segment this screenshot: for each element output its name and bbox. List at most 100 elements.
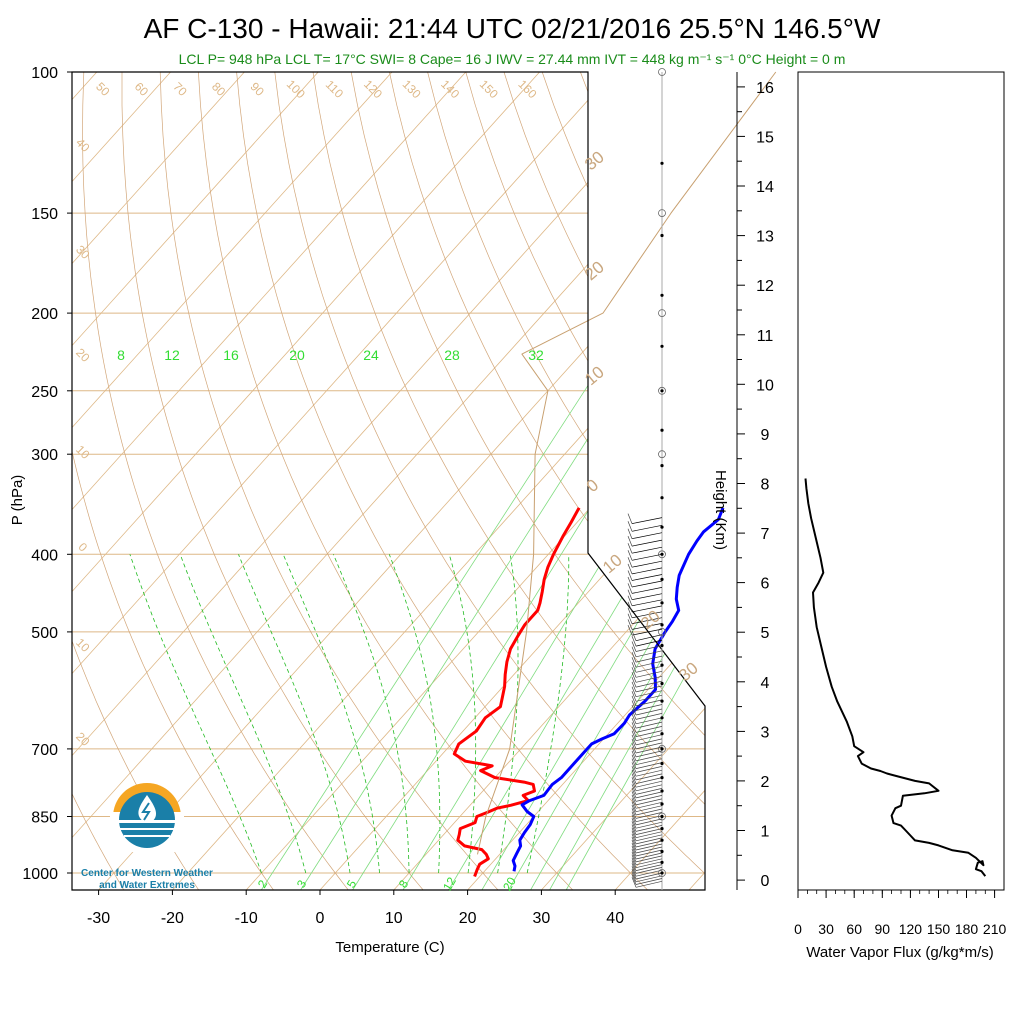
wind-barb-icon <box>631 839 637 851</box>
wind-barb-icon <box>631 798 637 809</box>
water-vapor-flux-plot: 0 30 60 90 120 150 180 210 Water Vapor Flux (g/k… <box>794 71 1007 961</box>
isotherm-line <box>688 72 705 890</box>
isotherm-label: 150 <box>477 77 501 101</box>
logo-text-line1: Center for Western Weather <box>81 868 213 879</box>
wind-barb-icon <box>627 619 633 630</box>
dry-adiabat-line <box>72 72 274 890</box>
wind-obs-dot <box>660 838 664 842</box>
wind-barb-icon <box>635 650 663 658</box>
wind-barb-icon <box>635 869 663 877</box>
wind-barb-icon <box>631 611 663 619</box>
wind-barb-icon <box>635 699 663 707</box>
wind-barb-icon <box>635 867 663 874</box>
height-tick-label: 9 <box>761 427 770 444</box>
wind-barb-icon <box>627 550 633 561</box>
isotherm-line <box>72 72 393 890</box>
mixing-ratio-line <box>565 361 705 890</box>
temperature-tick-label: -10 <box>235 910 258 927</box>
wind-barb-icon <box>631 848 637 860</box>
logo-text-line2: and Water Extremes <box>99 880 195 891</box>
right-edge-label: 0 <box>583 475 602 496</box>
wind-barb-icon <box>631 871 637 882</box>
wind-barb-icon <box>635 831 663 839</box>
wind-obs-dot <box>660 681 664 686</box>
dry-adiabat-line <box>580 72 705 890</box>
wind-obs-dot <box>660 732 664 736</box>
wind-barb-icon <box>631 681 637 693</box>
wind-barb-icon <box>631 814 637 826</box>
dry-adiabat-line <box>389 72 705 890</box>
isotherm-line <box>393 72 705 890</box>
wind-barb-icon <box>635 660 663 668</box>
wind-obs-dot <box>660 776 664 780</box>
wind-obs-dot <box>660 344 664 348</box>
skew-t-frame <box>71 71 706 891</box>
isotherm-line <box>72 72 319 890</box>
wind-barb-icon <box>631 827 637 838</box>
flux-tick-label: 210 <box>983 921 1007 937</box>
dry-adiabat-line <box>541 72 705 890</box>
dry-adiabat-line <box>694 72 705 890</box>
wind-barb-icon <box>631 754 637 765</box>
wind-barb-icon <box>627 607 633 618</box>
wind-obs-dot <box>660 827 664 831</box>
wind-barb-icon <box>635 855 663 863</box>
wind-barb-icon <box>635 878 663 885</box>
height-tick-label: 15 <box>756 129 774 146</box>
wind-barb-icon <box>631 657 637 668</box>
dry-adiabat-line <box>198 72 574 890</box>
mixing-ratio-label: 8 <box>117 347 125 363</box>
isotherm-line <box>72 72 614 890</box>
wind-obs-dot <box>660 293 664 297</box>
height-tick-label: 8 <box>761 477 770 494</box>
wind-barb-icon <box>635 734 663 742</box>
wind-barb-icon <box>627 557 633 568</box>
temperature-tick-label: 10 <box>385 910 403 927</box>
moist-adiabat-line <box>388 554 441 874</box>
wind-barb-icon <box>631 857 637 868</box>
wind-barb-icon <box>627 521 633 532</box>
wind-barb-icon <box>631 863 637 874</box>
wind-barb-icon <box>631 539 663 547</box>
isotherm-line <box>72 72 540 890</box>
wind-barb-icon <box>635 808 663 816</box>
wind-barb-icon <box>635 746 663 754</box>
isotherm-line <box>614 72 705 890</box>
pressure-tick-label: 1000 <box>22 866 58 883</box>
wind-barb-icon <box>631 686 637 697</box>
wind-barb-icon <box>631 877 637 888</box>
wind-barb-icon <box>635 825 663 832</box>
wind-barb-icon <box>631 722 637 733</box>
height-tick-label: 13 <box>756 229 774 246</box>
wind-barb-icon <box>631 784 637 795</box>
temperature-tick-label: -20 <box>161 910 184 927</box>
wind-obs-dot <box>660 789 664 793</box>
wind-barb-icon <box>635 773 663 781</box>
moist-adiabat-line <box>129 554 262 874</box>
wind-barb-icon <box>631 524 663 532</box>
wind-obs-dot <box>660 552 664 556</box>
wind-barb-icon <box>627 528 633 539</box>
wind-obs-dot <box>660 814 664 819</box>
height-tick-label: 4 <box>761 675 770 692</box>
wind-barb-icon <box>631 808 637 819</box>
moist-adiabat-line <box>497 554 519 874</box>
dry-adiabat-line <box>810 72 1024 890</box>
wind-barb-icon <box>631 734 637 746</box>
wind-barb-icon <box>627 595 633 606</box>
wind-barb-icon <box>631 580 663 588</box>
wind-barb-icon <box>635 704 663 711</box>
wind-barb-icon <box>627 624 633 636</box>
wind-barb-icon <box>635 750 663 758</box>
temperature-tick-label: -30 <box>87 910 110 927</box>
wind-calm-icon <box>658 209 666 218</box>
wind-barb-icon <box>635 843 663 851</box>
wind-barb-icon <box>627 601 633 613</box>
mixing-ratio-line <box>300 361 638 890</box>
wind-barb-icon <box>631 599 663 607</box>
cw3e-logo: Center for Western Weather and Water Ext… <box>81 783 213 891</box>
pressure-tick-label: 300 <box>31 447 58 464</box>
wind-barb-icon <box>635 849 663 857</box>
wind-barb-icon <box>635 777 663 784</box>
